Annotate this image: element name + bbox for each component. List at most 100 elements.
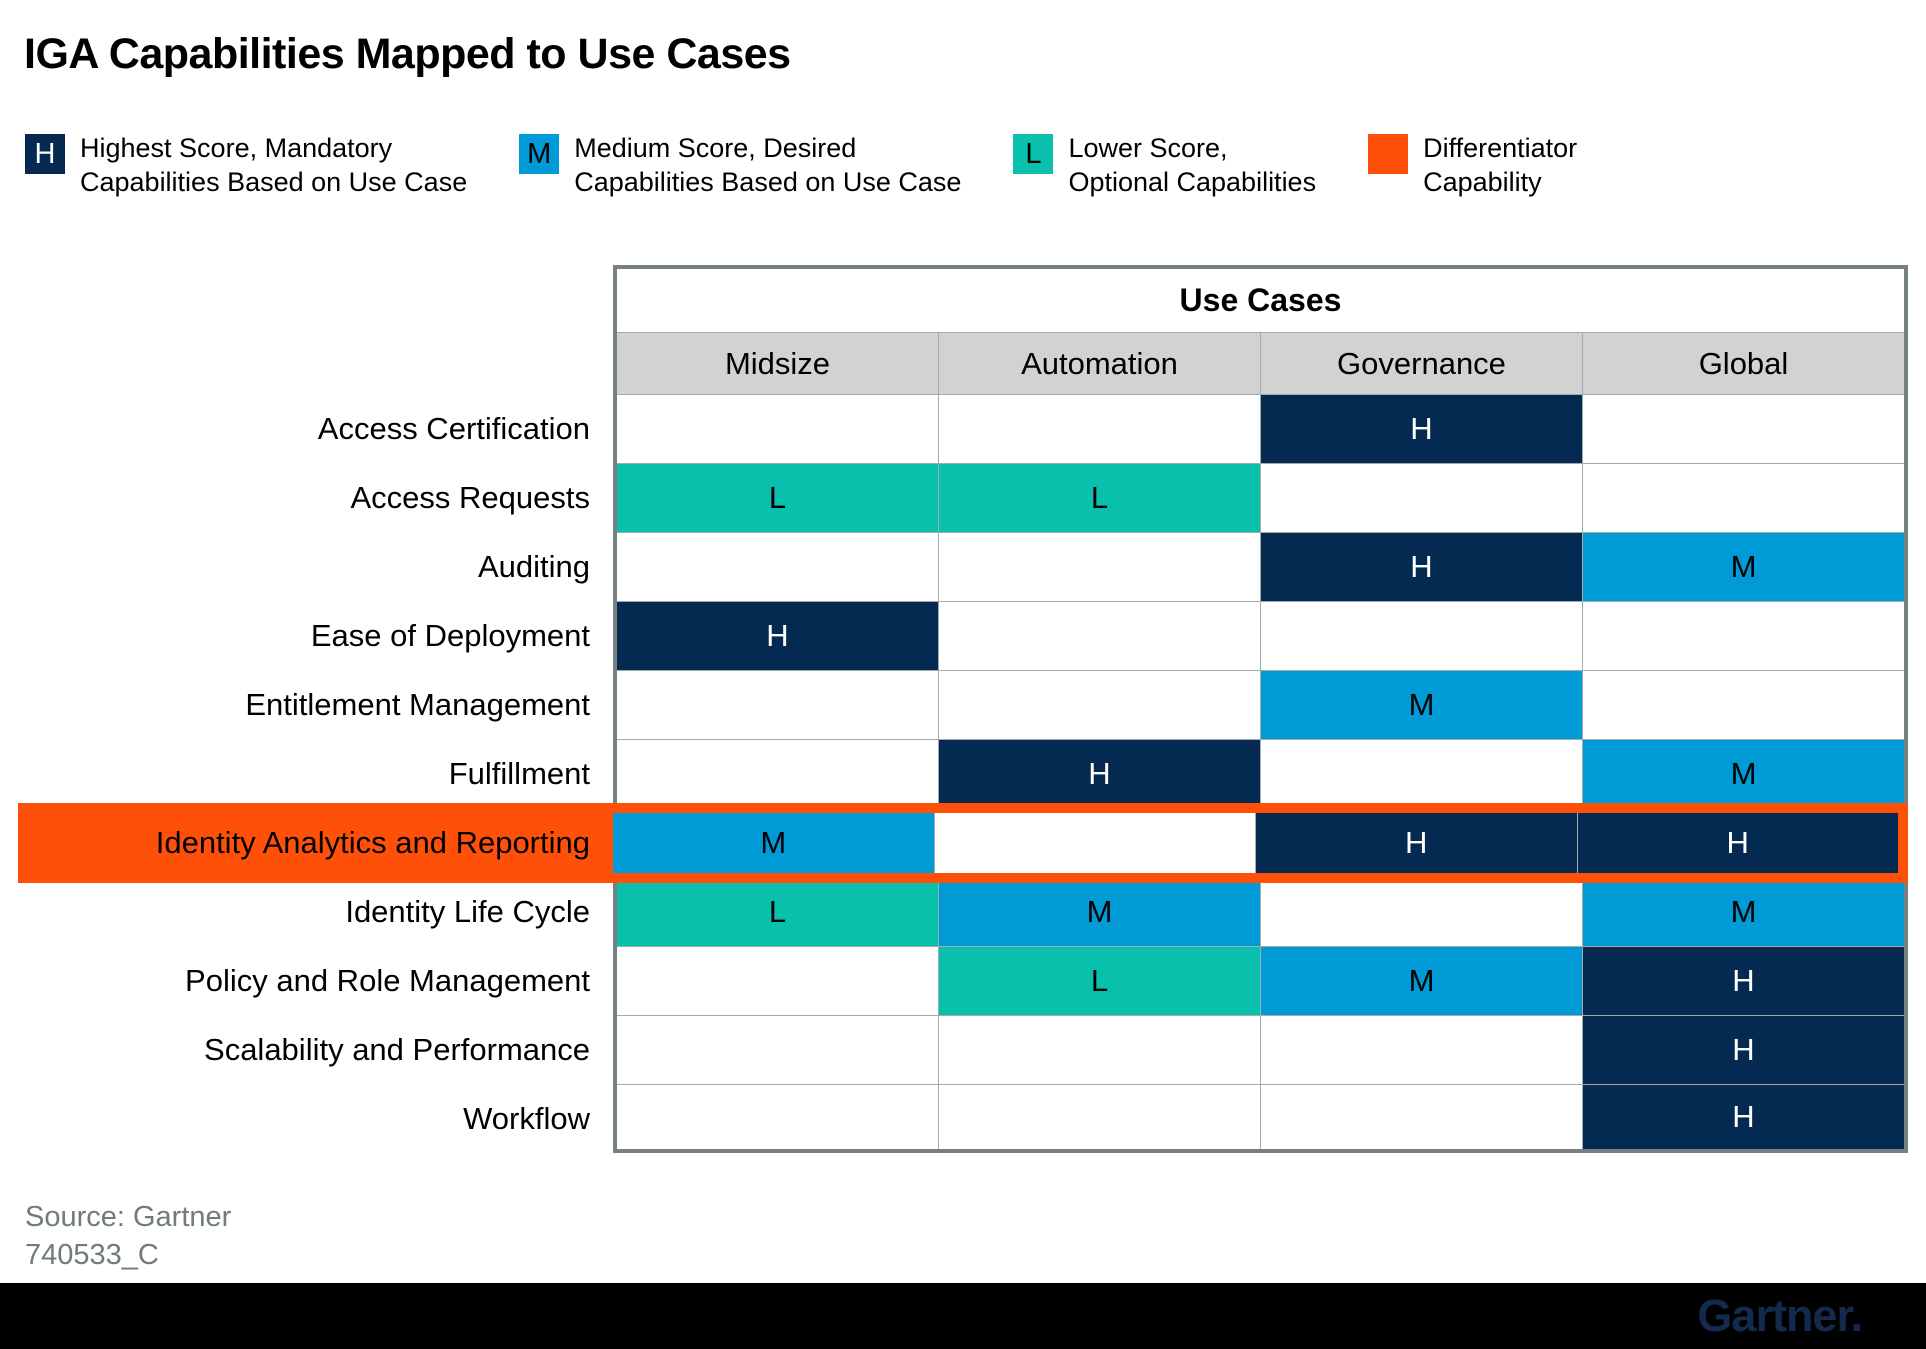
use-cases-header: Use Cases	[617, 269, 1904, 332]
row-cells: H	[613, 394, 1908, 463]
row-cells: H	[613, 1084, 1908, 1153]
score-cell-empty	[1261, 1084, 1583, 1149]
score-cell-empty	[1261, 739, 1583, 808]
row-label: Policy and Role Management	[185, 962, 590, 998]
source-line: Source: Gartner	[25, 1201, 232, 1233]
legend-item-medium: M Medium Score, Desired Capabilities Bas…	[519, 131, 961, 199]
score-cell-empty	[617, 946, 939, 1015]
score-cell-h: H	[1261, 394, 1583, 463]
capabilities-table: Use Cases Midsize Automation Governance Glob…	[0, 265, 1908, 1153]
score-cell-m: M	[613, 813, 935, 873]
legend-swatch-highest-icon: H	[25, 134, 65, 174]
row-cells: M	[613, 670, 1908, 739]
row-label: Access Certification	[317, 410, 590, 446]
score-cell-m: M	[939, 877, 1261, 946]
use-cases-header-cells: Use Cases	[613, 265, 1908, 332]
legend-swatch-differentiator-icon	[1368, 134, 1409, 174]
legend-item-highest: H Highest Score, Mandatory Capabilities …	[25, 131, 467, 199]
score-cell-empty	[617, 739, 939, 808]
row-label: Auditing	[477, 548, 590, 584]
row-label: Identity Analytics and Reporting	[0, 803, 613, 883]
score-cell-empty	[617, 1084, 939, 1149]
score-cell-empty	[617, 1015, 939, 1084]
footer-bar: Gartner.	[0, 1283, 1926, 1349]
score-cell-l: L	[617, 463, 939, 532]
column-header-global: Global	[1583, 332, 1904, 394]
table-row: Workflow H	[0, 1084, 1908, 1153]
score-cell-empty	[617, 532, 939, 601]
row-label: Scalability and Performance	[204, 1031, 590, 1067]
score-cell-h: H	[1261, 532, 1583, 601]
column-header-cells: Midsize Automation Governance Global	[613, 332, 1908, 394]
score-cell-empty	[1261, 877, 1583, 946]
document-id: 740533_C	[25, 1239, 159, 1271]
score-cell-empty	[1583, 601, 1904, 670]
score-cell-empty	[617, 670, 939, 739]
score-cell-empty	[1261, 601, 1583, 670]
table-row: Identity Analytics and Reporting M H H	[0, 803, 1908, 883]
row-cells: H	[613, 1015, 1908, 1084]
source-note: Source: Gartner 740533_C	[25, 1198, 1926, 1274]
column-header-automation: Automation	[939, 332, 1261, 394]
score-cell-l: L	[617, 877, 939, 946]
score-cell-empty	[939, 1084, 1261, 1149]
row-label: Workflow	[463, 1100, 590, 1136]
score-cell-h: H	[1583, 946, 1904, 1015]
legend-swatch-lower-icon: L	[1013, 134, 1054, 174]
score-cell-l: L	[939, 463, 1261, 532]
score-cell-h: H	[1583, 1015, 1904, 1084]
score-cell-empty	[934, 813, 1256, 873]
score-cell-h: H	[1583, 1084, 1904, 1149]
row-label: Fulfillment	[448, 755, 590, 791]
score-cell-empty	[1583, 394, 1904, 463]
table-row: Policy and Role Management L M H	[0, 946, 1908, 1015]
table-row: Access Requests L L	[0, 463, 1908, 532]
table-row: Auditing H M	[0, 532, 1908, 601]
legend-label-highest: Highest Score, Mandatory Capabilities Ba…	[80, 133, 468, 197]
score-cell-empty	[939, 532, 1261, 601]
page-title: IGA Capabilities Mapped to Use Cases	[24, 30, 791, 78]
score-cell-l: L	[939, 946, 1261, 1015]
score-cell-empty	[1261, 1015, 1583, 1084]
row-label-spacer	[0, 332, 613, 394]
column-header-governance: Governance	[1261, 332, 1583, 394]
score-cell-m: M	[1261, 670, 1583, 739]
row-label: Entitlement Management	[245, 686, 590, 722]
score-cell-empty	[617, 394, 939, 463]
row-label: Ease of Deployment	[310, 617, 590, 653]
legend-swatch-medium-icon: M	[519, 134, 560, 174]
table-row: Identity Life Cycle L M M	[0, 877, 1908, 946]
column-header-midsize: Midsize	[617, 332, 939, 394]
score-cell-h: H	[617, 601, 939, 670]
row-label: Identity Life Cycle	[345, 893, 590, 929]
legend-label-lower: Lower Score, Optional Capabilities	[1068, 133, 1317, 197]
use-cases-header-row: Use Cases	[0, 265, 1908, 332]
score-cell-m: M	[1583, 877, 1904, 946]
score-cell-m: M	[1583, 532, 1904, 601]
table-row: Ease of Deployment H	[0, 601, 1908, 670]
score-cell-empty	[1261, 463, 1583, 532]
table-row: Entitlement Management M	[0, 670, 1908, 739]
score-cell-empty	[939, 1015, 1261, 1084]
row-label: Access Requests	[350, 479, 591, 515]
legend: H Highest Score, Mandatory Capabilities …	[25, 131, 1926, 199]
score-cell-empty	[939, 601, 1261, 670]
row-label-spacer	[0, 265, 613, 332]
score-cell-empty	[1583, 670, 1904, 739]
score-cell-h: H	[939, 739, 1261, 808]
table-row: Fulfillment H M	[0, 739, 1908, 808]
legend-item-lower: L Lower Score, Optional Capabilities	[1013, 131, 1316, 199]
score-cell-m: M	[1261, 946, 1583, 1015]
table-row: Scalability and Performance H	[0, 1015, 1908, 1084]
score-cell-empty	[939, 670, 1261, 739]
legend-label-differentiator: Differentiator Capability	[1423, 133, 1578, 197]
gartner-logo: Gartner.	[1697, 1290, 1863, 1341]
row-cells: H	[613, 601, 1908, 670]
